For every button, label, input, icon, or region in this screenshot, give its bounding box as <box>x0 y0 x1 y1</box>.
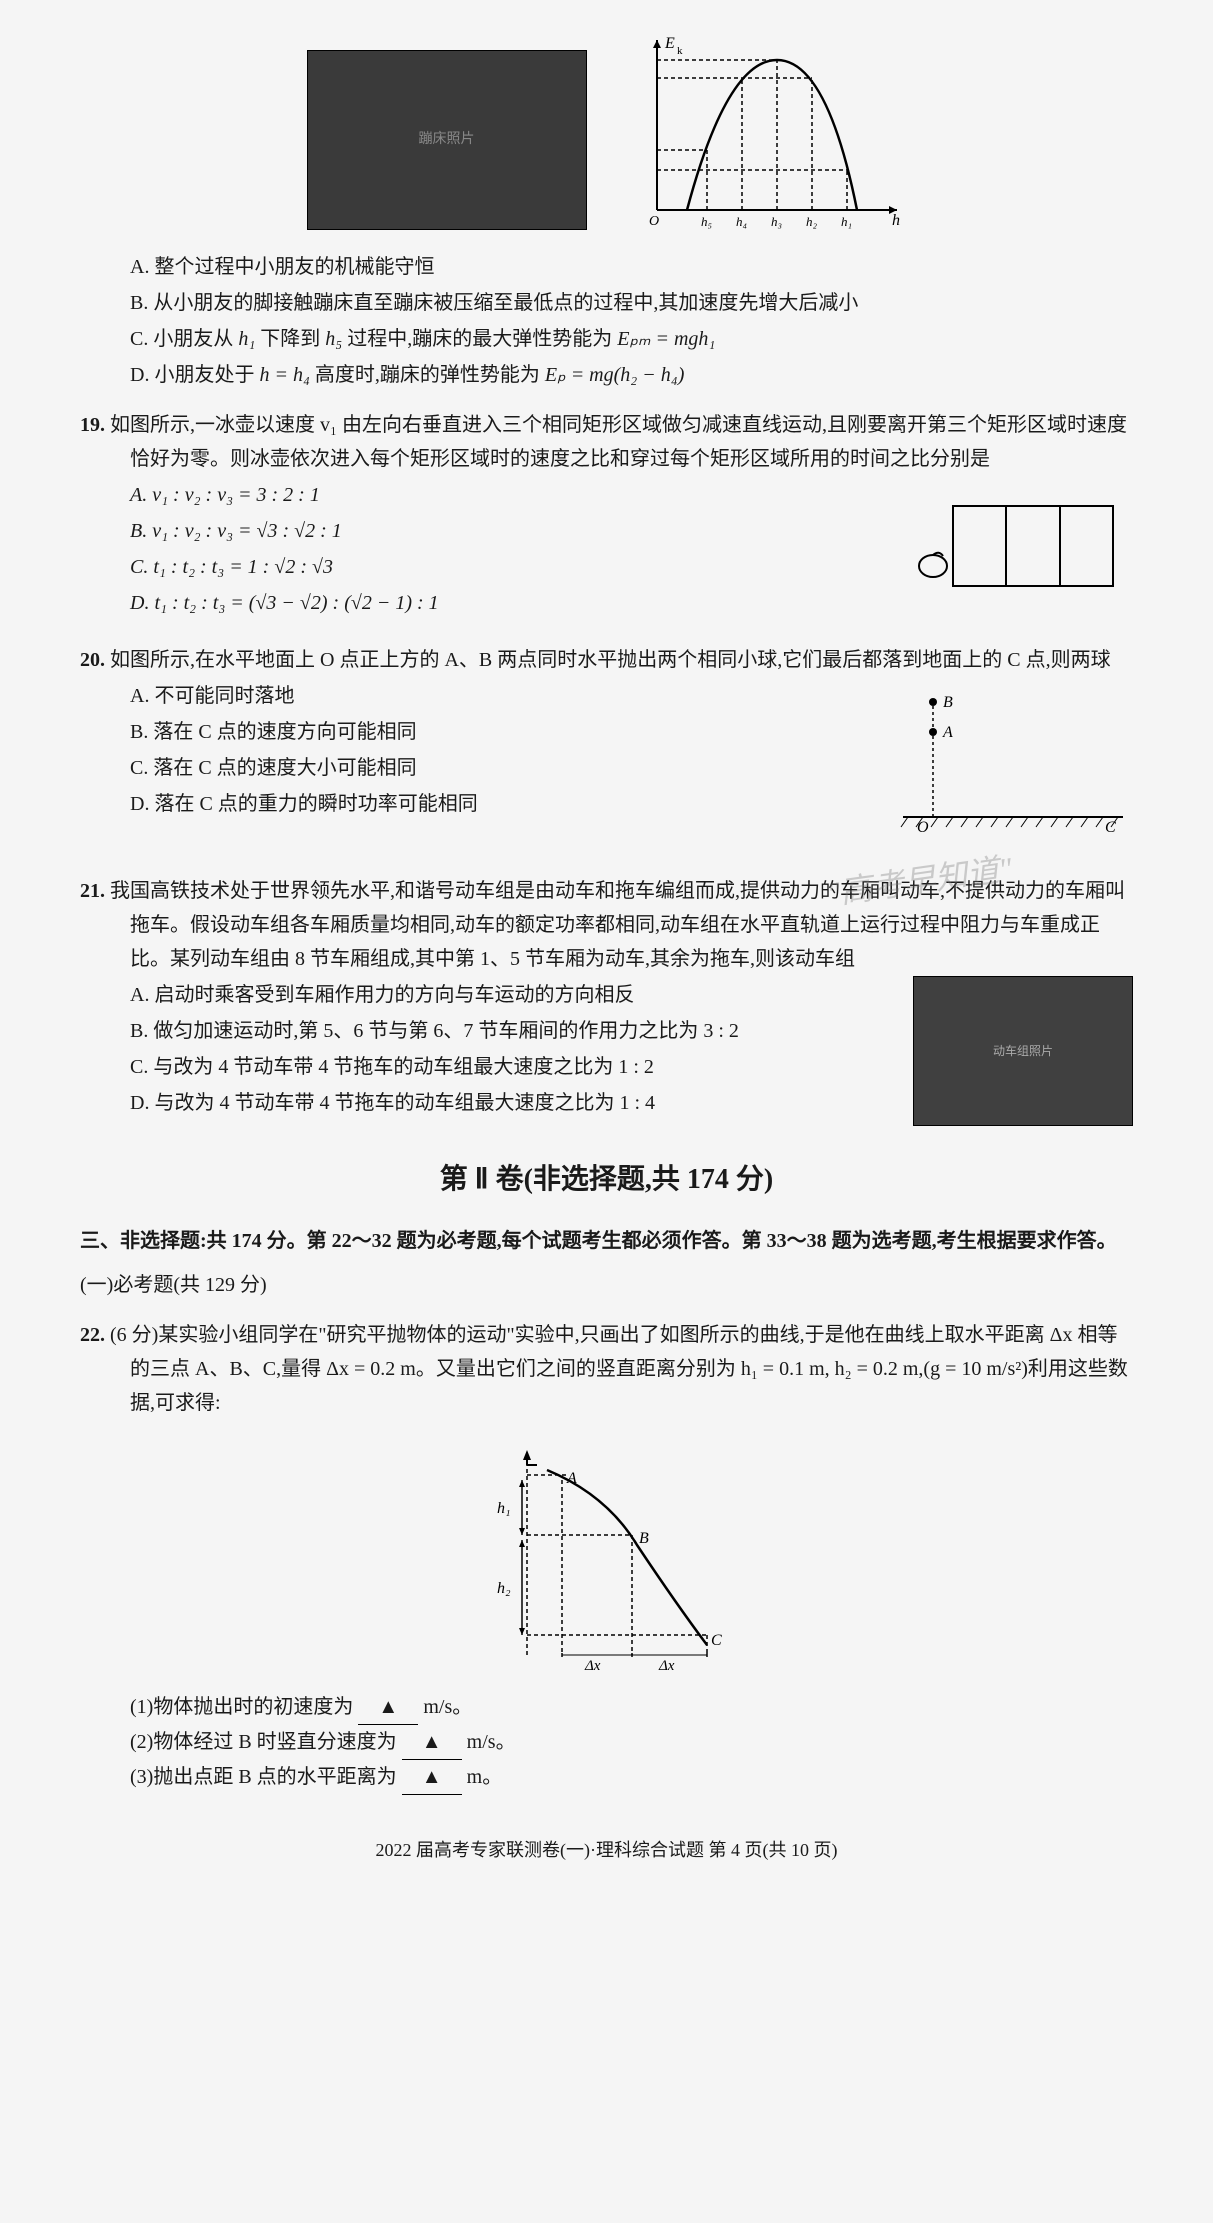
svg-text:h₅: h₅ <box>701 214 712 229</box>
section-2-instruction: 三、非选择题:共 174 分。第 22～32 题为必考题,每个试题考生都必须作答… <box>80 1224 1133 1258</box>
q22-blank-3: ▲ <box>402 1760 462 1795</box>
svg-text:k: k <box>677 45 683 57</box>
q22-blank-2: ▲ <box>402 1725 462 1760</box>
q22-part2: (2)物体经过 B 时竖直分速度为 ▲ m/s。 <box>80 1725 1133 1760</box>
q22-part1: (1)物体抛出时的初速度为 ▲ m/s。 <box>80 1690 1133 1725</box>
q22-figure: A B C h₁ h₂ Δx Δx <box>80 1435 1133 1675</box>
q18-figures: 蹦床照片 E k O h h₅ h₄ h₃ h₂ h₁ <box>80 30 1133 230</box>
q19: 19. 如图所示,一冰壶以速度 v₁ 由左向右垂直进入三个相同矩形区域做匀减速直… <box>80 408 1133 627</box>
q22-part3: (3)抛出点距 B 点的水平距离为 ▲ m。 <box>80 1760 1133 1795</box>
svg-text:h₃: h₃ <box>771 214 782 229</box>
q18-options: A. 整个过程中小朋友的机械能守恒 B. 从小朋友的脚接触蹦床直至蹦床被压缩至最… <box>80 250 1133 392</box>
section-2-title: 第 Ⅱ 卷(非选择题,共 174 分) <box>80 1156 1133 1204</box>
svg-text:h₄: h₄ <box>736 214 748 229</box>
photo-alt-text: 蹦床照片 <box>419 128 475 152</box>
svg-text:h₁: h₁ <box>841 214 852 229</box>
q22-blank-1: ▲ <box>358 1690 418 1725</box>
q18-opt-a: A. 整个过程中小朋友的机械能守恒 <box>80 250 1133 284</box>
svg-text:h₁: h₁ <box>497 1500 511 1517</box>
q19-figure <box>893 476 1133 627</box>
q21: "高考早知道" 21. 我国高铁技术处于世界领先水平,和谐号动车组是由动车和拖车… <box>80 874 1133 1126</box>
q18-opt-b: B. 从小朋友的脚接触蹦床直至蹦床被压缩至最低点的过程中,其加速度先增大后减小 <box>80 286 1133 320</box>
train-photo: 动车组照片 <box>913 976 1133 1126</box>
q19-text: 19. 如图所示,一冰壶以速度 v₁ 由左向右垂直进入三个相同矩形区域做匀减速直… <box>80 408 1133 476</box>
train-alt-text: 动车组照片 <box>993 1041 1053 1061</box>
svg-text:h: h <box>892 212 900 229</box>
q20-figure: B A O C <box>893 677 1133 858</box>
svg-text:O: O <box>917 819 929 836</box>
q22: 22. (6 分)某实验小组同学在"研究平抛物体的运动"实验中,只画出了如图所示… <box>80 1318 1133 1795</box>
svg-text:Δx: Δx <box>658 1658 675 1674</box>
q20: 20. 如图所示,在水平地面上 O 点正上方的 A、B 两点同时水平抛出两个相同… <box>80 643 1133 858</box>
q21-text: 21. 我国高铁技术处于世界领先水平,和谐号动车组是由动车和拖车编组而成,提供动… <box>80 874 1133 976</box>
q21-figure: 动车组照片 <box>913 976 1133 1126</box>
svg-text:A: A <box>566 1470 577 1487</box>
q20-num: 20. <box>80 649 105 671</box>
svg-text:Δx: Δx <box>584 1658 601 1674</box>
svg-text:B: B <box>943 694 953 711</box>
q18-opt-c: C. 小朋友从 h₁ 下降到 h₅ 过程中,蹦床的最大弹性势能为 Eₚₘ = m… <box>80 322 1133 356</box>
q19-num: 19. <box>80 414 105 436</box>
svg-text:B: B <box>639 1530 649 1547</box>
svg-text:O: O <box>649 214 659 229</box>
q21-num: 21. <box>80 880 105 902</box>
section-2-sub1: (一)必考题(共 129 分) <box>80 1268 1133 1302</box>
svg-text:h₂: h₂ <box>806 214 818 229</box>
q18-opt-d: D. 小朋友处于 h = h₄ 高度时,蹦床的弹性势能为 Eₚ = mg(h₂ … <box>80 358 1133 392</box>
page-footer: 2022 届高考专家联测卷(一)·理科综合试题 第 4 页(共 10 页) <box>80 1835 1133 1866</box>
q20-text: 20. 如图所示,在水平地面上 O 点正上方的 A、B 两点同时水平抛出两个相同… <box>80 643 1133 677</box>
ek-chart: E k O h h₅ h₄ h₃ h₂ h₁ <box>627 30 907 230</box>
svg-text:A: A <box>942 724 953 741</box>
trampoline-photo: 蹦床照片 <box>307 50 587 230</box>
q22-num: 22. <box>80 1324 105 1346</box>
q22-text: 22. (6 分)某实验小组同学在"研究平抛物体的运动"实验中,只画出了如图所示… <box>80 1318 1133 1420</box>
svg-text:E: E <box>664 35 675 52</box>
svg-text:h₂: h₂ <box>497 1580 511 1597</box>
svg-text:C: C <box>711 1632 722 1649</box>
